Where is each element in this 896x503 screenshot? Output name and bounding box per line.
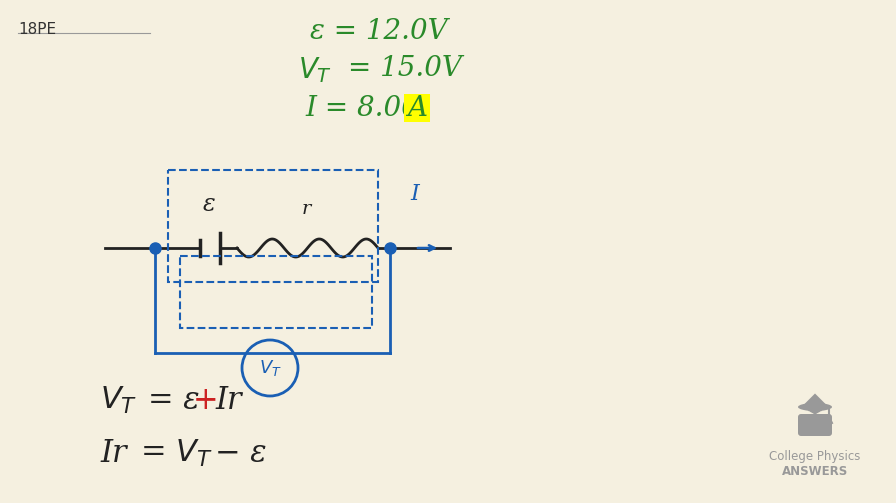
- Bar: [168, 170, 378, 282]
- Text: Ir: Ir: [100, 438, 126, 469]
- Text: r: r: [302, 200, 312, 218]
- Text: College Physics: College Physics: [770, 450, 861, 463]
- Text: A: A: [407, 95, 427, 122]
- FancyBboxPatch shape: [798, 414, 832, 436]
- Text: − ε: − ε: [215, 438, 267, 469]
- Text: = ε: = ε: [148, 385, 200, 416]
- Ellipse shape: [798, 403, 832, 411]
- Bar: [180, 256, 372, 328]
- Text: 18PE: 18PE: [18, 22, 56, 37]
- Text: = $V_T$: = $V_T$: [140, 438, 212, 469]
- Text: $V_T$: $V_T$: [100, 385, 137, 416]
- Text: I = 8.00: I = 8.00: [305, 95, 418, 122]
- Text: $V_T$: $V_T$: [298, 55, 332, 85]
- FancyBboxPatch shape: [404, 94, 430, 122]
- Text: = 15.0V: = 15.0V: [348, 55, 461, 82]
- Text: Ir: Ir: [215, 385, 242, 416]
- Text: ANSWERS: ANSWERS: [782, 465, 849, 478]
- Text: ε = 12.0V: ε = 12.0V: [310, 18, 448, 45]
- Text: +: +: [193, 385, 219, 416]
- Text: $V_T$: $V_T$: [259, 358, 281, 378]
- Text: I: I: [410, 183, 418, 205]
- Text: ε: ε: [203, 193, 216, 216]
- Polygon shape: [801, 393, 829, 415]
